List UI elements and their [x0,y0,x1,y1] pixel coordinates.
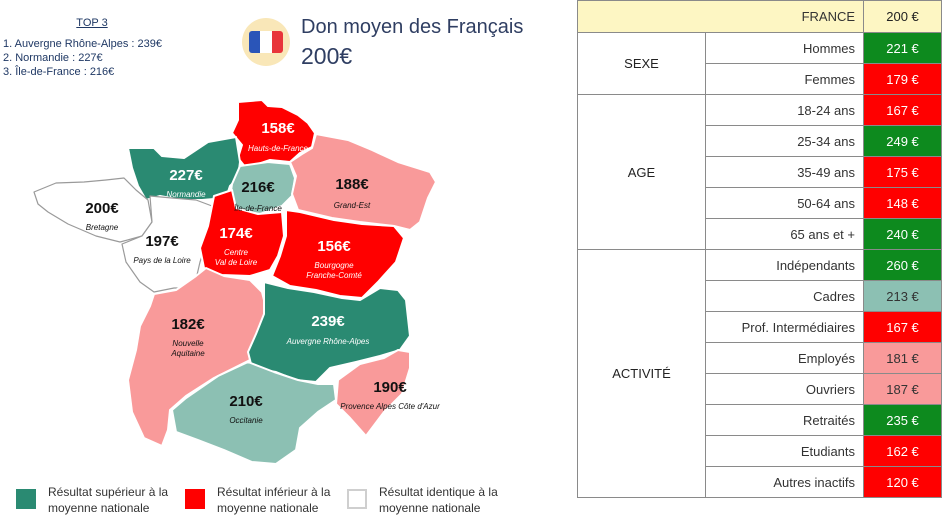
table-row: AGE 18-24 ans 167 € [577,94,943,250]
group-label: SEXE [577,32,706,95]
row-label: Autres inactifs [704,466,865,498]
stats-table: FRANCE 200 € SEXE Hommes 221 € Femmes 179 € AGE… [576,0,943,498]
row-label: Cadres [704,280,865,312]
region-value: 182€ [171,316,205,333]
region-hauts-de-france [231,99,316,169]
region-name: Grand-Est [334,201,371,210]
row-value: 167 € [863,311,943,343]
france-map: 158€ Hauts-de-France 227€ Normandie 216€ Île-… [33,99,440,465]
table-row: Femmes 179 € [578,63,943,95]
row-value: 162 € [863,435,943,467]
region-name: Auvergne Rhône-Alpes [286,337,370,346]
table-row: 25-34 ans 249 € [578,125,943,157]
table-row: Retraités 235 € [578,404,943,436]
table-row: ACTIVITÉ Indépendants 260 € [577,249,943,498]
region-name: Bretagne [86,223,119,232]
row-value: 167 € [863,94,943,126]
header: Don moyen des Français 200€ [240,14,570,74]
france-value: 200 € [863,0,943,33]
row-value: 181 € [863,342,943,374]
legend-swatch-below [185,489,205,509]
row-value: 249 € [863,125,943,157]
header-value: 200€ [301,43,353,69]
table-row-france: FRANCE 200 € [576,0,943,33]
region-name: Île-de-France [234,204,282,213]
row-value: 240 € [863,218,943,250]
table-row: Prof. Intermédiaires 167 € [578,311,943,343]
region-value: 210€ [229,393,263,410]
region-name: Occitanie [229,416,263,425]
legend-text-above: Résultat supérieur à la moyenne national… [48,485,169,515]
region-name: Normandie [166,190,206,199]
top3-panel: TOP 3 1. Auvergne Rhône-Alpes : 239€ 2. … [3,16,181,79]
table-row: Ouvriers 187 € [578,373,943,405]
region-value: 174€ [219,225,253,242]
row-label: 50-64 ans [704,187,865,219]
legend-swatch-above [16,489,36,509]
table-row: SEXE Hommes 221 € [577,32,943,95]
region-value: 227€ [169,167,203,184]
table-row: Autres inactifs 120 € [578,466,943,498]
legend-swatch-same [347,489,367,509]
region-value: 190€ [373,379,407,396]
row-label: Etudiants [704,435,865,467]
region-value: 156€ [317,238,351,255]
top3-item: 1. Auvergne Rhône-Alpes : 239€ [3,38,163,50]
row-label: 35-49 ans [704,156,865,188]
region-value: 197€ [145,233,179,250]
region-name: Pays de la Loire [133,256,191,265]
row-label: Employés [704,342,865,374]
france-flag-icon [242,18,290,66]
region-paca [335,349,411,437]
row-label: 25-34 ans [704,125,865,157]
group-label: AGE [577,94,706,250]
region-bourgogne-franche-comte [271,209,405,299]
region-auvergne-rhone-alpes [247,281,411,383]
region-name: Nouvelle Aquitaine [170,339,205,358]
row-label: Femmes [704,63,865,95]
region-occitanie [171,361,337,465]
row-value: 213 € [863,280,943,312]
row-value: 260 € [863,249,943,281]
top3-item: 3. Île-de-France : 216€ [3,66,115,78]
row-value: 175 € [863,156,943,188]
table-row: 35-49 ans 175 € [578,156,943,188]
row-value: 235 € [863,404,943,436]
group-label: ACTIVITÉ [577,249,706,498]
region-pays-de-la-loire [121,195,213,293]
region-value: 188€ [335,176,369,193]
table-row: 50-64 ans 148 € [578,187,943,219]
row-value: 148 € [863,187,943,219]
table-row: 65 ans et +240 € [578,218,943,250]
row-value: 120 € [863,466,943,498]
legend-text-below: Résultat inférieur à la moyenne national… [217,485,331,515]
region-name: Hauts-de-France [248,144,309,153]
row-label: Indépendants [704,249,865,281]
header-title: Don moyen des Français [301,16,524,38]
region-name: Centre Val de Loire [215,248,258,267]
row-value: 187 € [863,373,943,405]
france-label: FRANCE [576,0,865,33]
row-value: 179 € [863,63,943,95]
region-value: 239€ [311,313,345,330]
table-row: Etudiants 162 € [578,435,943,467]
row-value: 221 € [863,32,943,64]
region-name: Provence Alpes Côte d'Azur [340,402,440,411]
row-label: 65 ans et + [704,218,865,250]
row-label: 18-24 ans [704,94,865,126]
top3-title: TOP 3 [76,17,108,29]
region-value: 158€ [261,120,295,137]
top3-item: 2. Normandie : 227€ [3,52,103,64]
region-centre-val-de-loire [199,189,285,277]
region-value: 200€ [85,200,119,217]
legend-text-same: Résultat identique à la moyenne national… [379,485,498,515]
row-label: Ouvriers [704,373,865,405]
row-label: Retraités [704,404,865,436]
row-label: Hommes [704,32,865,64]
region-name: Bourgogne Franche-Comté [306,261,362,280]
row-label: Prof. Intermédiaires [704,311,865,343]
region-value: 216€ [241,179,275,196]
